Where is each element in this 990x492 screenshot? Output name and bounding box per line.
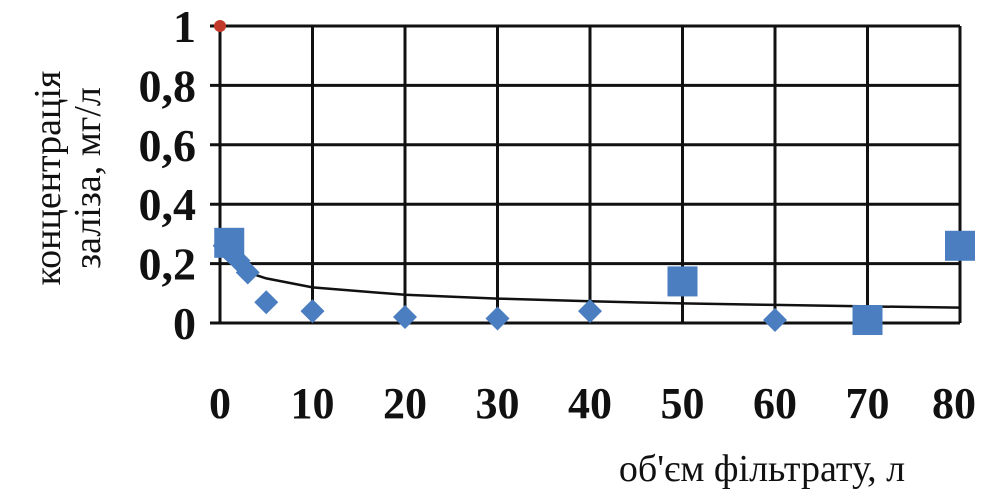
x-tick-label: 60 [753,379,797,428]
x-tick-label: 30 [476,379,520,428]
y-axis-title-line1: концентрація [27,71,69,286]
data-points [212,20,975,336]
x-tick-label: 70 [846,379,890,428]
diamond-point [254,290,279,315]
chart-grid [210,24,962,325]
y-tick-label: 0 [173,298,196,349]
y-tick-label: 0,6 [139,120,197,171]
diamond-point [235,260,260,285]
diamond-point [763,308,787,333]
x-tick-label: 0 [209,379,231,428]
x-tick-label: 40 [568,379,612,428]
y-tick-label: 1 [173,1,196,52]
x-axis-ticks: 0 10 20 30 40 50 60 70 80 [209,379,976,428]
trendline [228,256,961,309]
x-tick-label: 10 [291,379,335,428]
y-axis-ticks: 0 0,2 0,4 0,6 0,8 1 [139,1,197,349]
y-axis-title-line2: заліза, мг/л [67,87,109,269]
square-point [945,230,975,261]
square-point [852,305,883,336]
square-point [667,266,698,297]
circle-point [214,20,226,32]
y-tick-label: 0,2 [139,239,197,290]
y-tick-label: 0,8 [139,60,197,111]
x-tick-label: 50 [661,379,705,428]
diamond-point [393,305,417,330]
trendline-group [228,256,961,309]
diamond-point [578,299,602,324]
x-tick-label: 80 [932,379,976,428]
diamond-point [300,299,325,324]
diamond-point [485,306,510,331]
x-axis-title: об'єм фільтрату, л [619,448,905,490]
x-tick-label: 20 [383,379,427,428]
y-tick-label: 0,4 [139,179,197,230]
square-point [214,227,245,258]
